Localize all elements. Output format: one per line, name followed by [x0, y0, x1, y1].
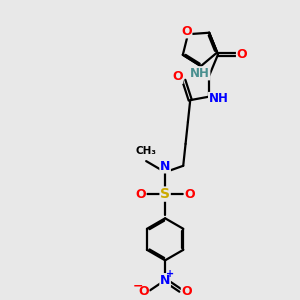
Text: O: O: [138, 285, 149, 298]
Text: NH: NH: [190, 67, 210, 80]
Text: O: O: [182, 285, 192, 298]
Text: +: +: [166, 269, 174, 279]
Text: O: O: [181, 25, 192, 38]
Text: NH: NH: [208, 92, 229, 106]
Text: O: O: [135, 188, 146, 201]
Text: O: O: [172, 70, 183, 83]
Text: S: S: [160, 187, 170, 201]
Text: N: N: [160, 274, 170, 287]
Text: O: O: [237, 48, 247, 61]
Text: N: N: [160, 160, 170, 173]
Text: −: −: [133, 280, 143, 292]
Text: O: O: [184, 188, 195, 201]
Text: CH₃: CH₃: [135, 146, 156, 156]
